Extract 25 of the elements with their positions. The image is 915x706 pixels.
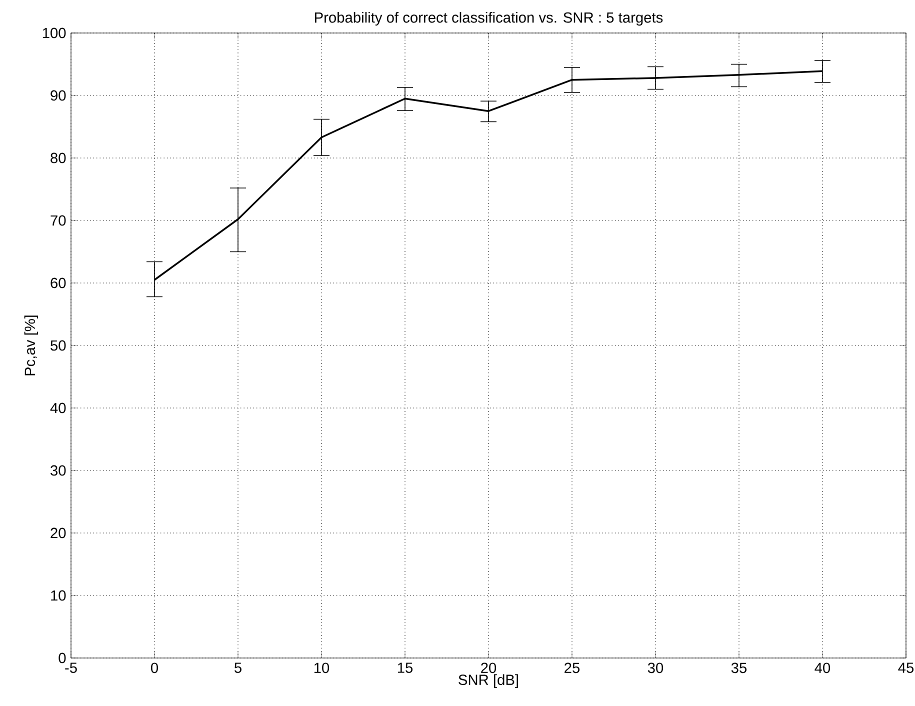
y-tick-label: 30 [50,465,66,476]
y-tick-label: 20 [50,528,66,538]
x-tick-label: 25 [564,662,580,674]
x-tick-label: 10 [314,662,330,674]
y-tick-label: 40 [50,402,66,414]
x-tick-label: 15 [398,662,413,673]
y-tick-label: 60 [50,278,66,288]
x-tick-label: 0 [150,662,158,674]
y-tick-label: 70 [50,215,66,226]
x-tick-label: 40 [814,662,830,674]
x-tick-label: 35 [731,662,747,674]
x-tick-label: 5 [234,662,242,673]
y-tick-label: 90 [50,90,66,101]
chart-title: Probability of correct classification vs. SNR : 5 targets [315,12,663,26]
y-tick-label: 80 [50,152,66,164]
x-tick-label: 30 [648,662,664,674]
y-tick-label: 100 [42,28,66,38]
x-tick-label: 45 [898,662,914,673]
y-tick-label: 10 [51,590,66,601]
y-tick-label: 0 [58,652,66,664]
y-tick-label: 50 [50,340,66,351]
x-tick-label: 20 [481,662,496,674]
x-axis-title: SNR [dB] [458,674,518,688]
y-axis-title: Pc,av [%] [24,316,38,376]
x-tick-label: -5 [65,662,77,673]
